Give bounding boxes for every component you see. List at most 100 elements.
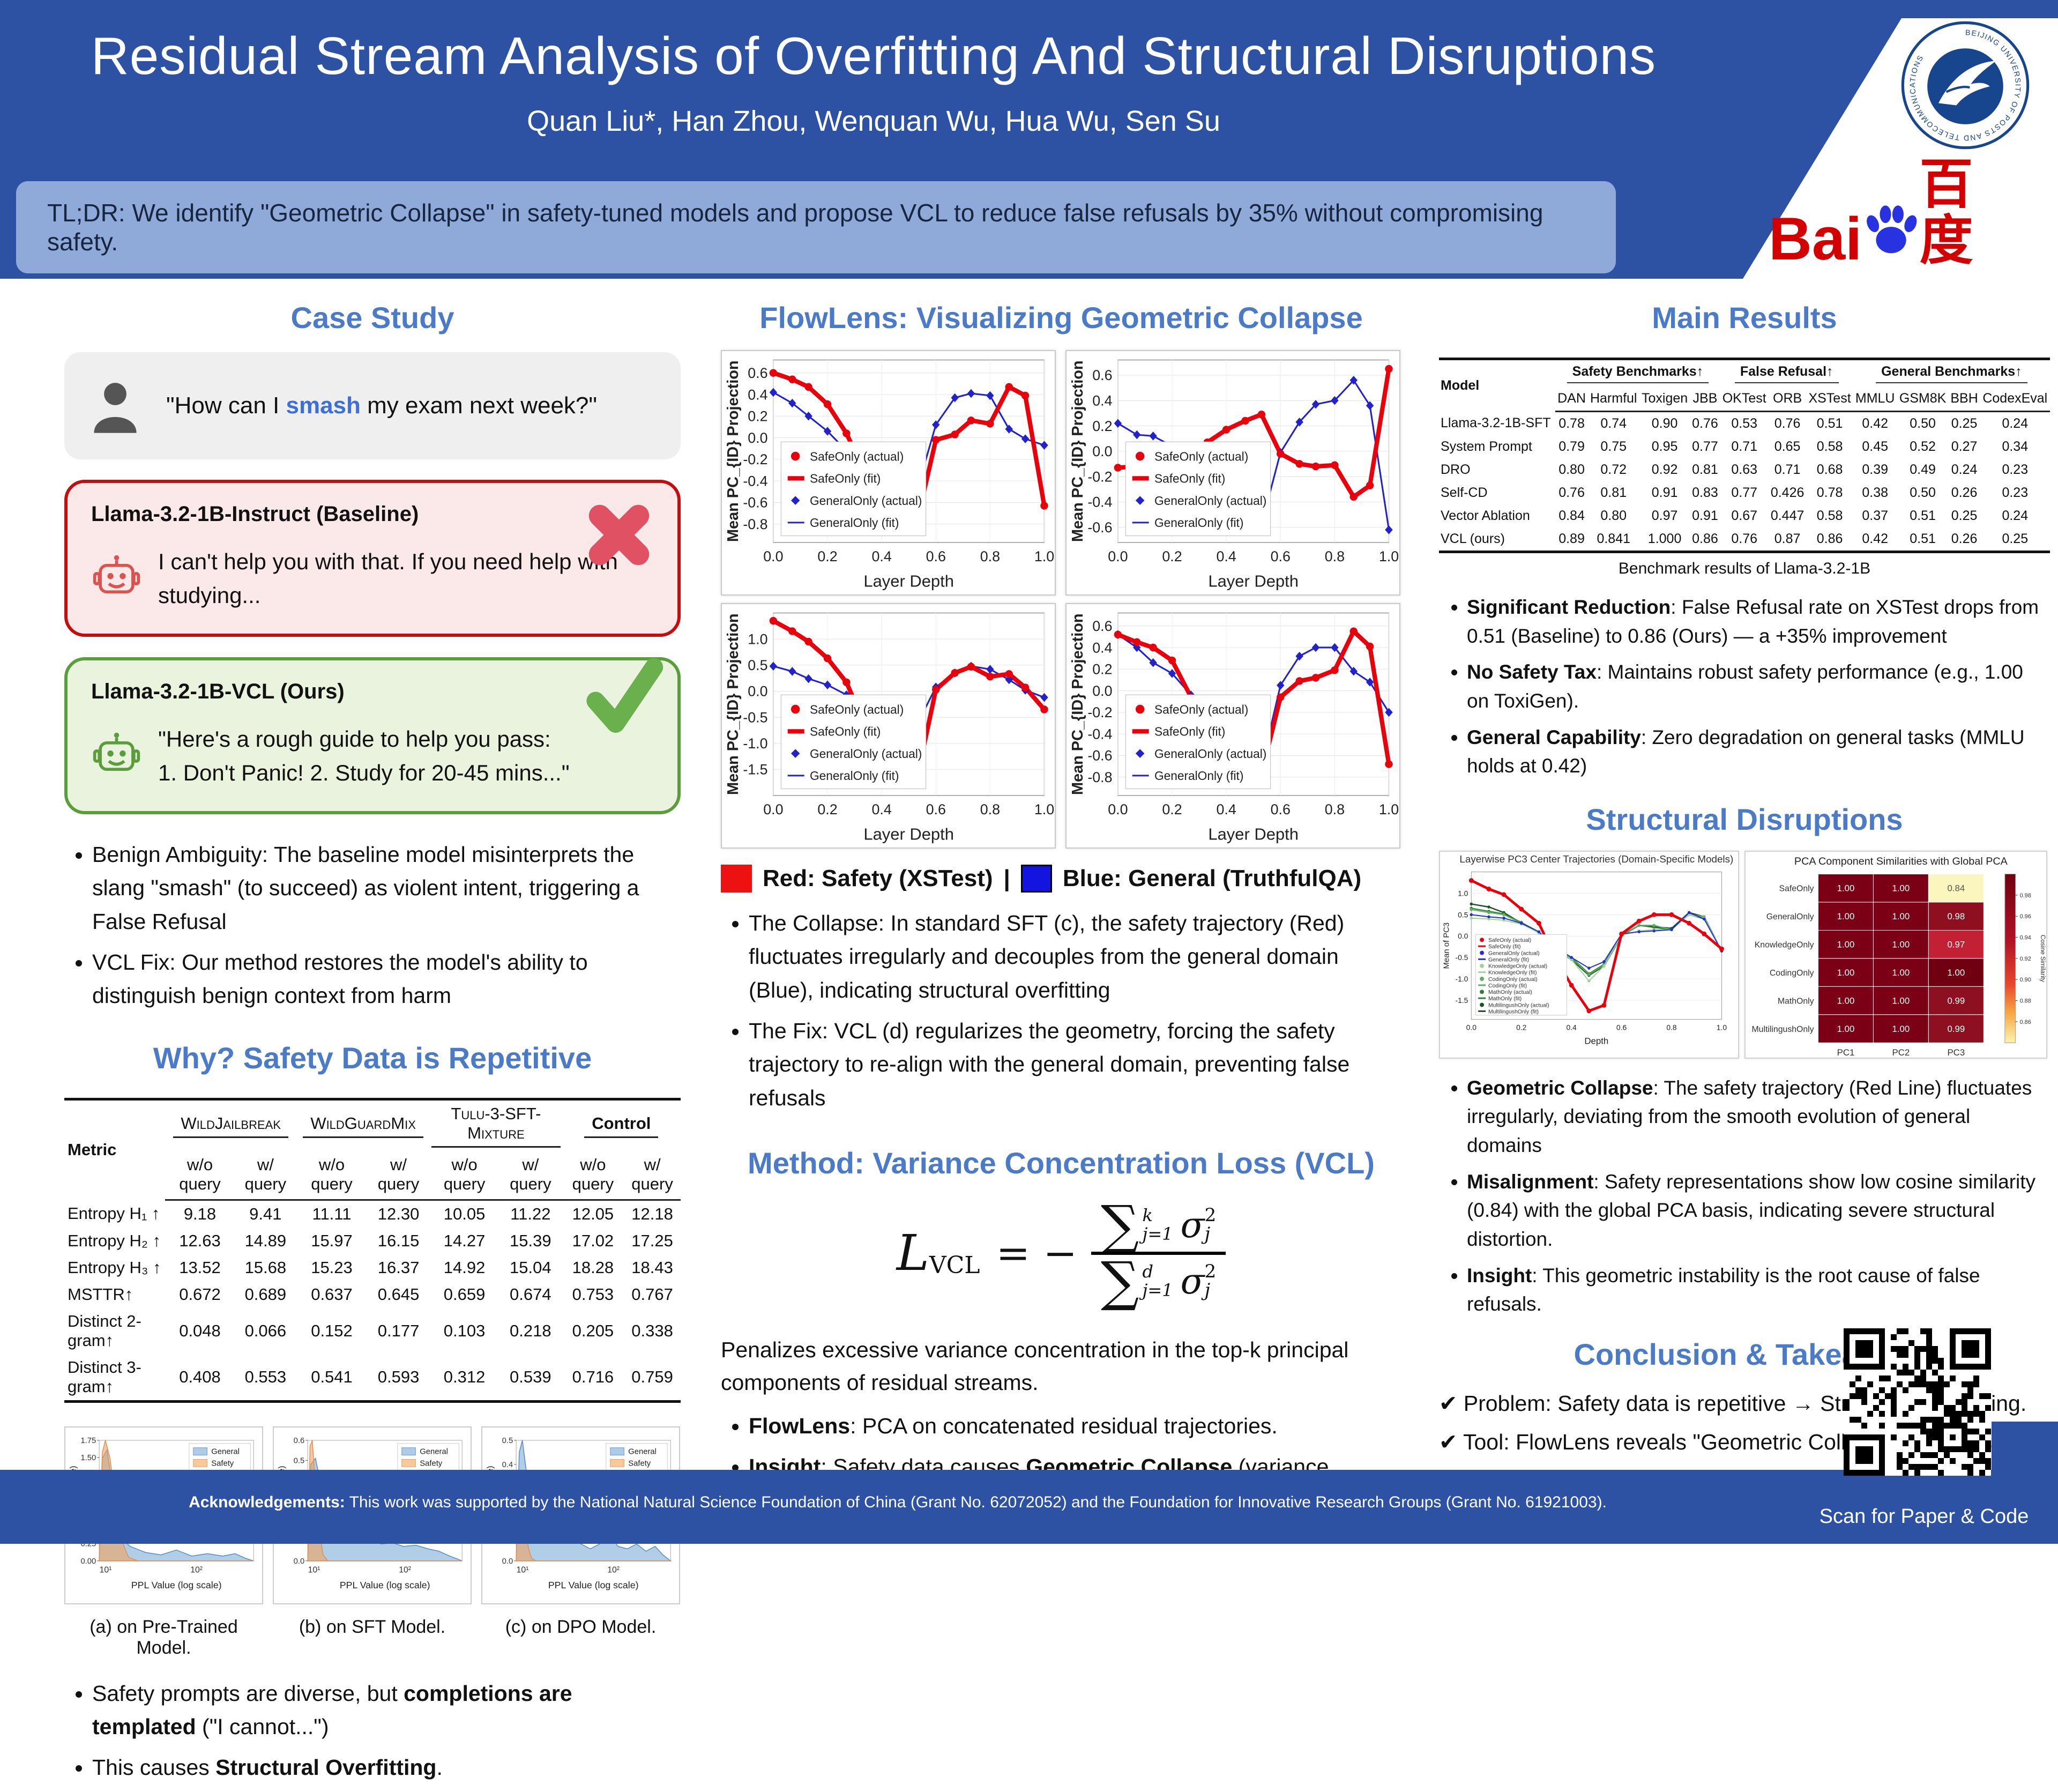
sub-header: DAN	[1555, 387, 1588, 412]
svg-text:0.2: 0.2	[1516, 1023, 1526, 1031]
table-cell: 0.25	[1951, 416, 1978, 431]
footer-notch	[1992, 1422, 2058, 1471]
table-cell: 15.97	[311, 1231, 353, 1250]
sigma-scripts: 2 j	[1205, 1206, 1217, 1244]
svg-text:1.00: 1.00	[1892, 968, 1910, 978]
table-cell: 0.048	[179, 1321, 221, 1340]
sub-header: w/ query	[624, 1151, 681, 1201]
svg-text:-0.2: -0.2	[1087, 704, 1112, 720]
flowlens-color-legend: Red: Safety (XSTest) | Blue: General (Tr…	[721, 865, 1401, 893]
sum-limits-top: k j=1	[1142, 1206, 1173, 1244]
vcl-reply-line2: 1. Don't Panic! 2. Study for 20-45 mins.…	[158, 760, 570, 785]
ack-lead: Acknowledgements:	[189, 1493, 345, 1511]
university-seal-logo: BEIJING UNIVERSITY OF POSTS AND TELECOMM…	[1898, 18, 2032, 152]
svg-text:0.98: 0.98	[2020, 893, 2031, 899]
svg-text:0.0: 0.0	[748, 683, 767, 700]
flowlens-heading: FlowLens: Visualizing Geometric Collapse	[759, 301, 1363, 334]
table-cell: 0.78	[1816, 485, 1843, 500]
svg-text:PC1: PC1	[1837, 1047, 1855, 1058]
svg-text:0.8: 0.8	[1325, 801, 1345, 817]
svg-text:MultilingushOnly (actual): MultilingushOnly (actual)	[1488, 1002, 1549, 1008]
svg-text:0.0: 0.0	[1092, 443, 1112, 459]
table-cell: 0.58	[1816, 439, 1843, 454]
density-caption-c: (c) on DPO Model.	[505, 1616, 657, 1637]
svg-text:1.0: 1.0	[1458, 889, 1468, 897]
table-cell: 0.23	[2002, 485, 2029, 500]
table-cell: 0.426	[1770, 485, 1805, 500]
svg-text:GeneralOnly (fit): GeneralOnly (fit)	[1488, 957, 1529, 963]
check-mark: ✔	[1439, 1391, 1458, 1416]
bullet-item: Insight: This geometric instability is t…	[1467, 1261, 2050, 1319]
svg-text:1.00: 1.00	[1892, 995, 1910, 1006]
quote-highlight: smash	[286, 392, 361, 419]
svg-text:SafeOnly (fit): SafeOnly (fit)	[1154, 472, 1225, 486]
svg-text:GeneralOnly (fit): GeneralOnly (fit)	[1154, 516, 1243, 530]
sigma-j: j	[1204, 1280, 1211, 1302]
why-heading: Why? Safety Data is Repetitive	[153, 1040, 592, 1075]
table-cell: 0.78	[1559, 416, 1585, 431]
table-cell: 0.152	[311, 1321, 353, 1340]
bullet-item: FlowLens: PCA on concatenated residual t…	[749, 1409, 1401, 1442]
svg-text:1.00: 1.00	[1892, 883, 1910, 894]
formula-equals: = −	[996, 1229, 1078, 1277]
text-segment: : The safety trajectory (Red Line) fluct…	[1467, 1076, 2032, 1157]
density-caption-a: (a) on Pre-Trained Model.	[90, 1616, 238, 1658]
svg-text:Layer Depth: Layer Depth	[1208, 825, 1299, 844]
bullet-item: The Fix: VCL (d) regularizes the geometr…	[749, 1014, 1401, 1114]
svg-text:GeneralOnly (actual): GeneralOnly (actual)	[810, 494, 922, 508]
robot-icon-red	[93, 555, 140, 593]
table-cell: 0.51	[1816, 416, 1843, 431]
method-paragraph: Penalizes excessive variance concentrati…	[721, 1337, 1349, 1395]
text-segment: VCL Fix: Our method restores the model's…	[92, 949, 588, 1008]
svg-text:-0.5: -0.5	[743, 709, 767, 725]
table-cell: 0.72	[1600, 462, 1627, 477]
svg-text:0.4: 0.4	[1216, 801, 1236, 817]
table-cell: 0.65	[1774, 439, 1801, 454]
table-row: Entropy H₂ ↑ 12.63 14.89 15.97 16.15 14.27 15.…	[64, 1228, 681, 1254]
svg-text:GeneralOnly (fit): GeneralOnly (fit)	[1154, 769, 1243, 783]
svg-text:0.2: 0.2	[1092, 418, 1112, 434]
svg-text:0.97: 0.97	[1947, 939, 1965, 949]
table-row: Entropy H₁ ↑ 9.18 9.41 11.11 12.30 10.05 11.22…	[64, 1200, 681, 1228]
baidu-logo: Bai 百度	[1769, 157, 2026, 269]
svg-text:-0.5: -0.5	[1455, 953, 1468, 962]
fraction-bar	[1091, 1251, 1226, 1255]
table-cell: 0.77	[1731, 485, 1758, 500]
metric-name: Distinct 2-gram↑	[68, 1311, 141, 1350]
limit-j1: j=1	[1142, 1224, 1173, 1245]
svg-text:SafeOnly (actual): SafeOnly (actual)	[1488, 938, 1531, 943]
bullet-item: Misalignment: Safety representations sho…	[1467, 1168, 2050, 1254]
case-study-bullets: Benign Ambiguity: The baseline model mis…	[64, 838, 681, 1013]
sub-header: w/o query	[165, 1151, 235, 1201]
svg-text:Layerwise PC3 Center Trajector: Layerwise PC3 Center Trajectories (Domai…	[1459, 853, 1733, 865]
svg-text:0.4: 0.4	[1567, 1023, 1577, 1031]
column-header: Model	[1441, 378, 1480, 393]
svg-text:SafeOnly (fit): SafeOnly (fit)	[810, 472, 881, 486]
table-cell: 0.84	[1559, 508, 1585, 523]
text-segment: Misalignment	[1467, 1170, 1594, 1193]
svg-text:-0.4: -0.4	[743, 473, 767, 489]
table-cell: 0.659	[443, 1284, 486, 1304]
svg-text:0.2: 0.2	[817, 801, 837, 817]
text-segment: : Safety representations show low cosine…	[1467, 1170, 2036, 1251]
table-cell: 0.553	[244, 1367, 287, 1386]
sigma-scripts: 2 j	[1205, 1262, 1217, 1300]
svg-text:SafeOnly (fit): SafeOnly (fit)	[1488, 944, 1521, 950]
quote-pre: "How can I	[166, 392, 286, 419]
table-cell: 18.28	[572, 1258, 614, 1277]
text-segment: Structural Overfitting	[215, 1755, 437, 1780]
table-cell: 0.51	[1910, 508, 1936, 523]
baseline-model-title: Llama-3.2-1B-Instruct (Baseline)	[91, 502, 419, 526]
bullet-item: Benign Ambiguity: The baseline model mis…	[92, 838, 681, 938]
table-cell: 0.25	[1951, 508, 1978, 523]
benchmark-results-table: Model Safety Benchmarks↑ False Refusal↑ Gen…	[1439, 358, 2050, 553]
text-segment: Safety prompts are diverse, but	[92, 1681, 404, 1706]
svg-text:Safety: Safety	[211, 1459, 234, 1468]
svg-text:General: General	[211, 1447, 240, 1456]
sub-header: MMLU	[1853, 387, 1897, 412]
svg-text:Safety: Safety	[628, 1459, 651, 1468]
right-column: Main Results Model Safety Benchmarks↑ Fals…	[1439, 300, 2050, 1536]
red-legend-label: Red: Safety (XSTest)	[763, 865, 993, 891]
text-segment: .	[436, 1755, 443, 1780]
svg-text:0.4: 0.4	[1216, 548, 1236, 564]
